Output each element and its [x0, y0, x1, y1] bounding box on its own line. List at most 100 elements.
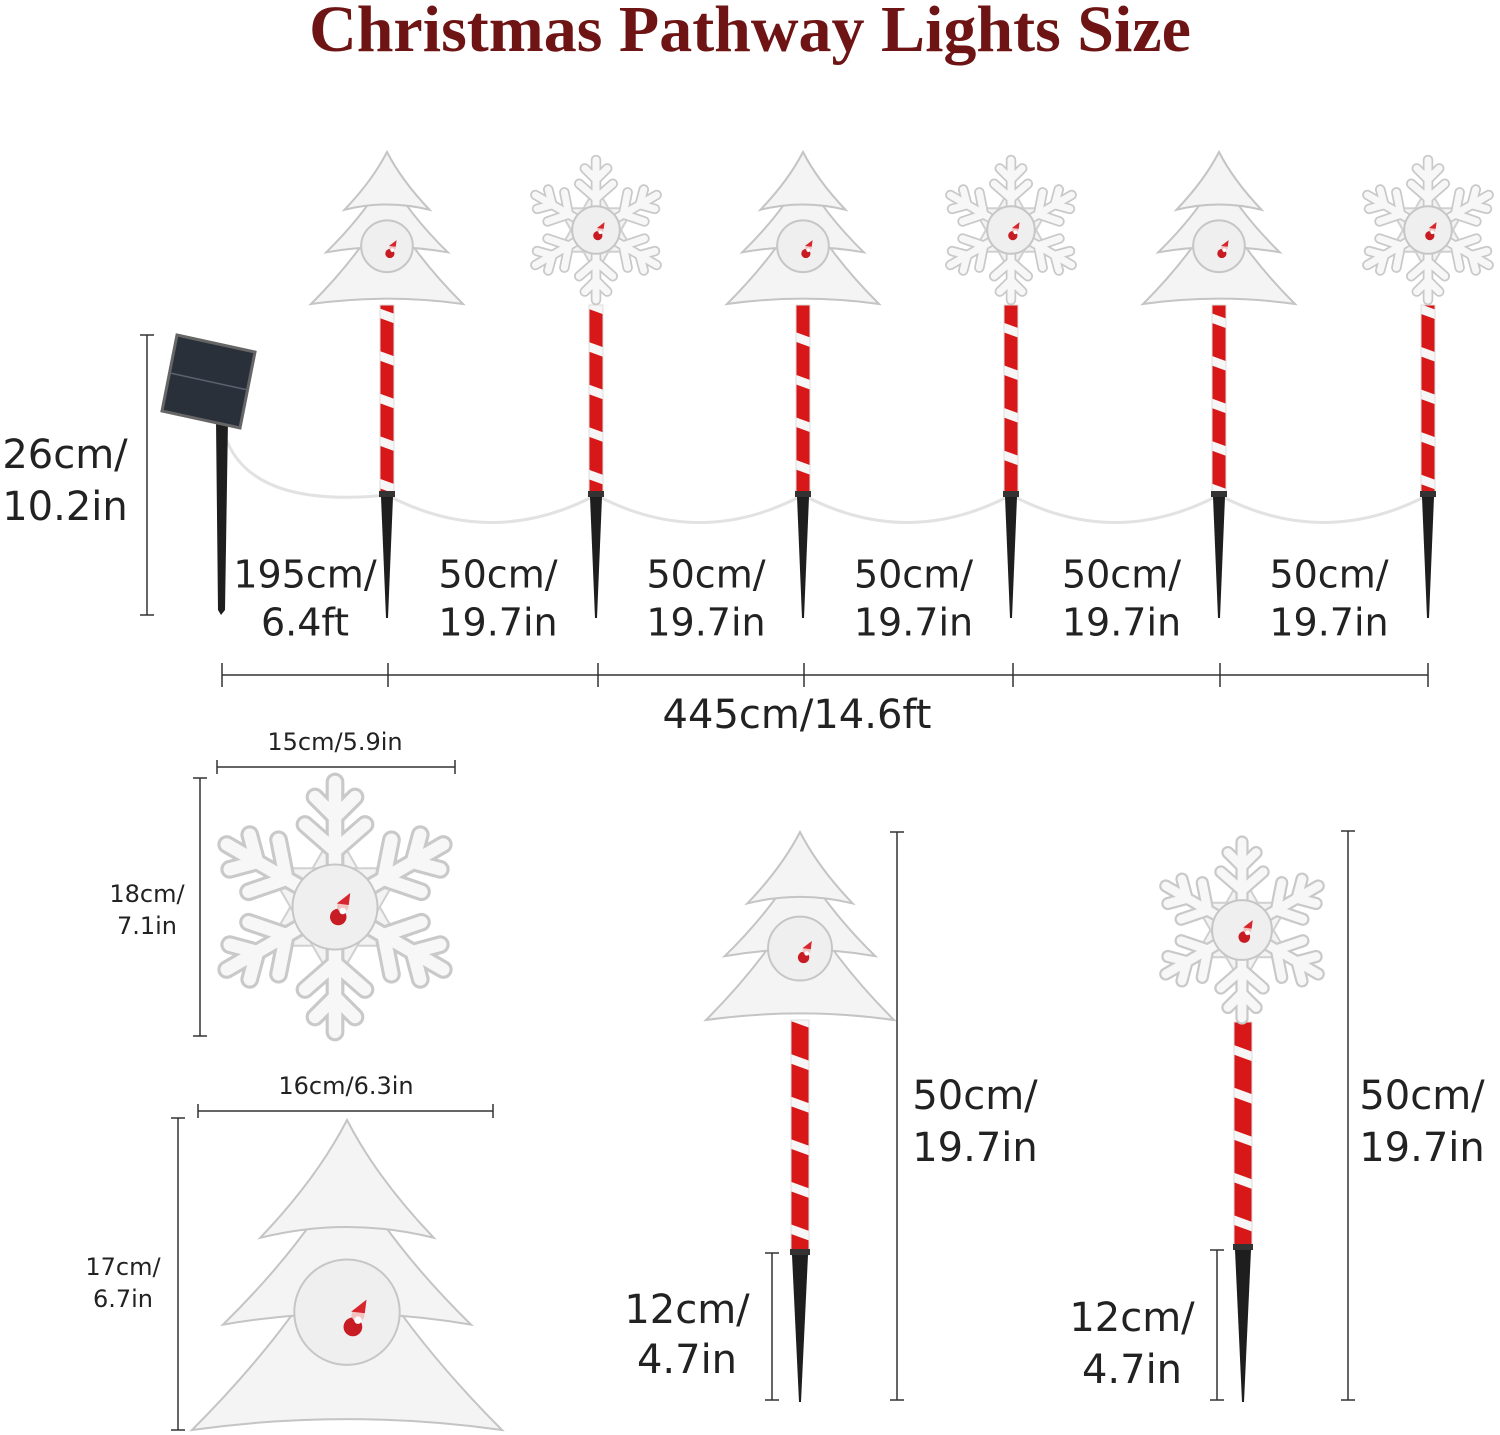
- dimension-label: 19.7in: [854, 601, 973, 645]
- pole-band: [1211, 491, 1227, 497]
- snowflake-arm: [1363, 186, 1432, 234]
- globe: [1403, 205, 1453, 255]
- snowflake-arm: [592, 226, 661, 274]
- dimension-label: 50cm/: [438, 553, 557, 597]
- snowflake-arm: [1407, 156, 1449, 234]
- pole-band: [588, 491, 604, 497]
- snowflake-arm: [1161, 874, 1247, 935]
- santa-hat: [802, 940, 812, 950]
- snowflake-arm: [575, 226, 617, 304]
- candy-pole: [1003, 304, 1019, 498]
- ground-spike: [1422, 497, 1434, 618]
- snowflake-head: [1362, 154, 1494, 306]
- tree-tier: [757, 149, 849, 212]
- dimension-label: 19.7in: [1062, 601, 1181, 645]
- santa-beard: [390, 248, 395, 252]
- dimension-label: 195cm/: [233, 553, 376, 597]
- globe: [291, 863, 379, 951]
- globe: [1211, 899, 1273, 961]
- pole-band: [379, 491, 395, 497]
- ground-spike: [381, 497, 393, 618]
- tree-head: [308, 149, 466, 306]
- ground-spike: [792, 1255, 808, 1402]
- dimension-label: 4.7in: [637, 1337, 737, 1383]
- snowflake-arm: [946, 226, 1015, 274]
- snowflake-arm: [1363, 226, 1432, 274]
- santa-hat: [1428, 222, 1437, 229]
- santa-hat: [351, 1299, 367, 1314]
- dimension-label: 19.7in: [1269, 601, 1388, 645]
- tree-head: [724, 149, 882, 306]
- ground-spike: [1005, 497, 1017, 618]
- dimension-label: 26cm/: [2, 432, 128, 478]
- globe: [293, 1258, 401, 1366]
- tree-tier: [744, 829, 856, 906]
- snowflake-arm: [990, 156, 1032, 234]
- candy-pole: [1211, 304, 1227, 498]
- dimension-label: 50cm/: [1269, 553, 1388, 597]
- dimension-label: 19.7in: [912, 1125, 1038, 1171]
- candy-pole: [790, 1019, 810, 1256]
- ground-spike: [590, 497, 602, 618]
- globe: [776, 219, 830, 274]
- snowflake-arm: [220, 900, 342, 986]
- santa-beard: [598, 230, 603, 235]
- dimension-label: 18cm/: [109, 880, 185, 908]
- globe: [986, 205, 1036, 255]
- pole-band: [790, 1249, 810, 1255]
- tree-tier: [341, 149, 433, 212]
- globe: [1192, 219, 1246, 274]
- santa-beard: [1430, 230, 1435, 235]
- globe: [767, 915, 833, 982]
- tree-head: [703, 829, 897, 1022]
- tree-tier: [1173, 149, 1265, 212]
- dimension-label: 50cm/: [1062, 553, 1181, 597]
- dimension-label: 50cm/: [646, 553, 765, 597]
- dimension-label: 445cm/14.6ft: [663, 692, 932, 738]
- candy-pole: [795, 304, 811, 498]
- snowflake-arm: [592, 186, 661, 234]
- snowflake-arm: [946, 186, 1015, 234]
- tree-head: [1140, 149, 1298, 306]
- santa-beard: [354, 1316, 362, 1324]
- snowflake-arm: [298, 775, 372, 914]
- santa-hat: [336, 893, 351, 905]
- title: Christmas Pathway Lights Size: [309, 0, 1191, 66]
- pole-band: [795, 491, 811, 497]
- santa-hat: [1011, 222, 1020, 229]
- santa-beard: [1222, 248, 1227, 252]
- snowflake-head: [1159, 835, 1325, 1025]
- dimension-label: 6.4ft: [261, 601, 349, 645]
- santa-beard: [1245, 930, 1250, 936]
- snowflake-arm: [1237, 925, 1323, 986]
- santa-beard: [1013, 230, 1018, 235]
- globe: [571, 205, 621, 255]
- santa-beard: [806, 248, 811, 252]
- dimension-label: 15cm/5.9in: [267, 728, 402, 756]
- snowflake-arm: [1424, 186, 1493, 234]
- snowflake-arm: [531, 186, 600, 234]
- pole-band: [1420, 491, 1436, 497]
- snowflake-arm: [298, 900, 372, 1039]
- santa-beard: [339, 907, 347, 915]
- candy-pole: [1420, 304, 1436, 498]
- dimension-label: 12cm/: [1069, 1295, 1195, 1341]
- snowflake-head: [945, 154, 1077, 306]
- snowflake-arm: [531, 226, 600, 274]
- dimension-label: 50cm/: [1359, 1073, 1485, 1119]
- dimension-label: 19.7in: [646, 601, 765, 645]
- snowflake-arm: [1407, 226, 1449, 304]
- snowflake-arm: [1424, 226, 1493, 274]
- dimension-label: 17cm/: [85, 1253, 161, 1281]
- santa-beard: [804, 951, 809, 956]
- snowflake-arm: [1007, 226, 1076, 274]
- snowflake-arm: [1007, 186, 1076, 234]
- dimension-label: 16cm/6.3in: [278, 1072, 413, 1100]
- candy-pole: [1233, 1021, 1253, 1251]
- dimension-label: 10.2in: [2, 484, 128, 530]
- dimension-label: 6.7in: [93, 1285, 153, 1313]
- snowflake-arm: [1237, 874, 1323, 935]
- santa-hat: [1243, 920, 1253, 929]
- dimension-label: 7.1in: [117, 912, 177, 940]
- globe: [360, 219, 414, 274]
